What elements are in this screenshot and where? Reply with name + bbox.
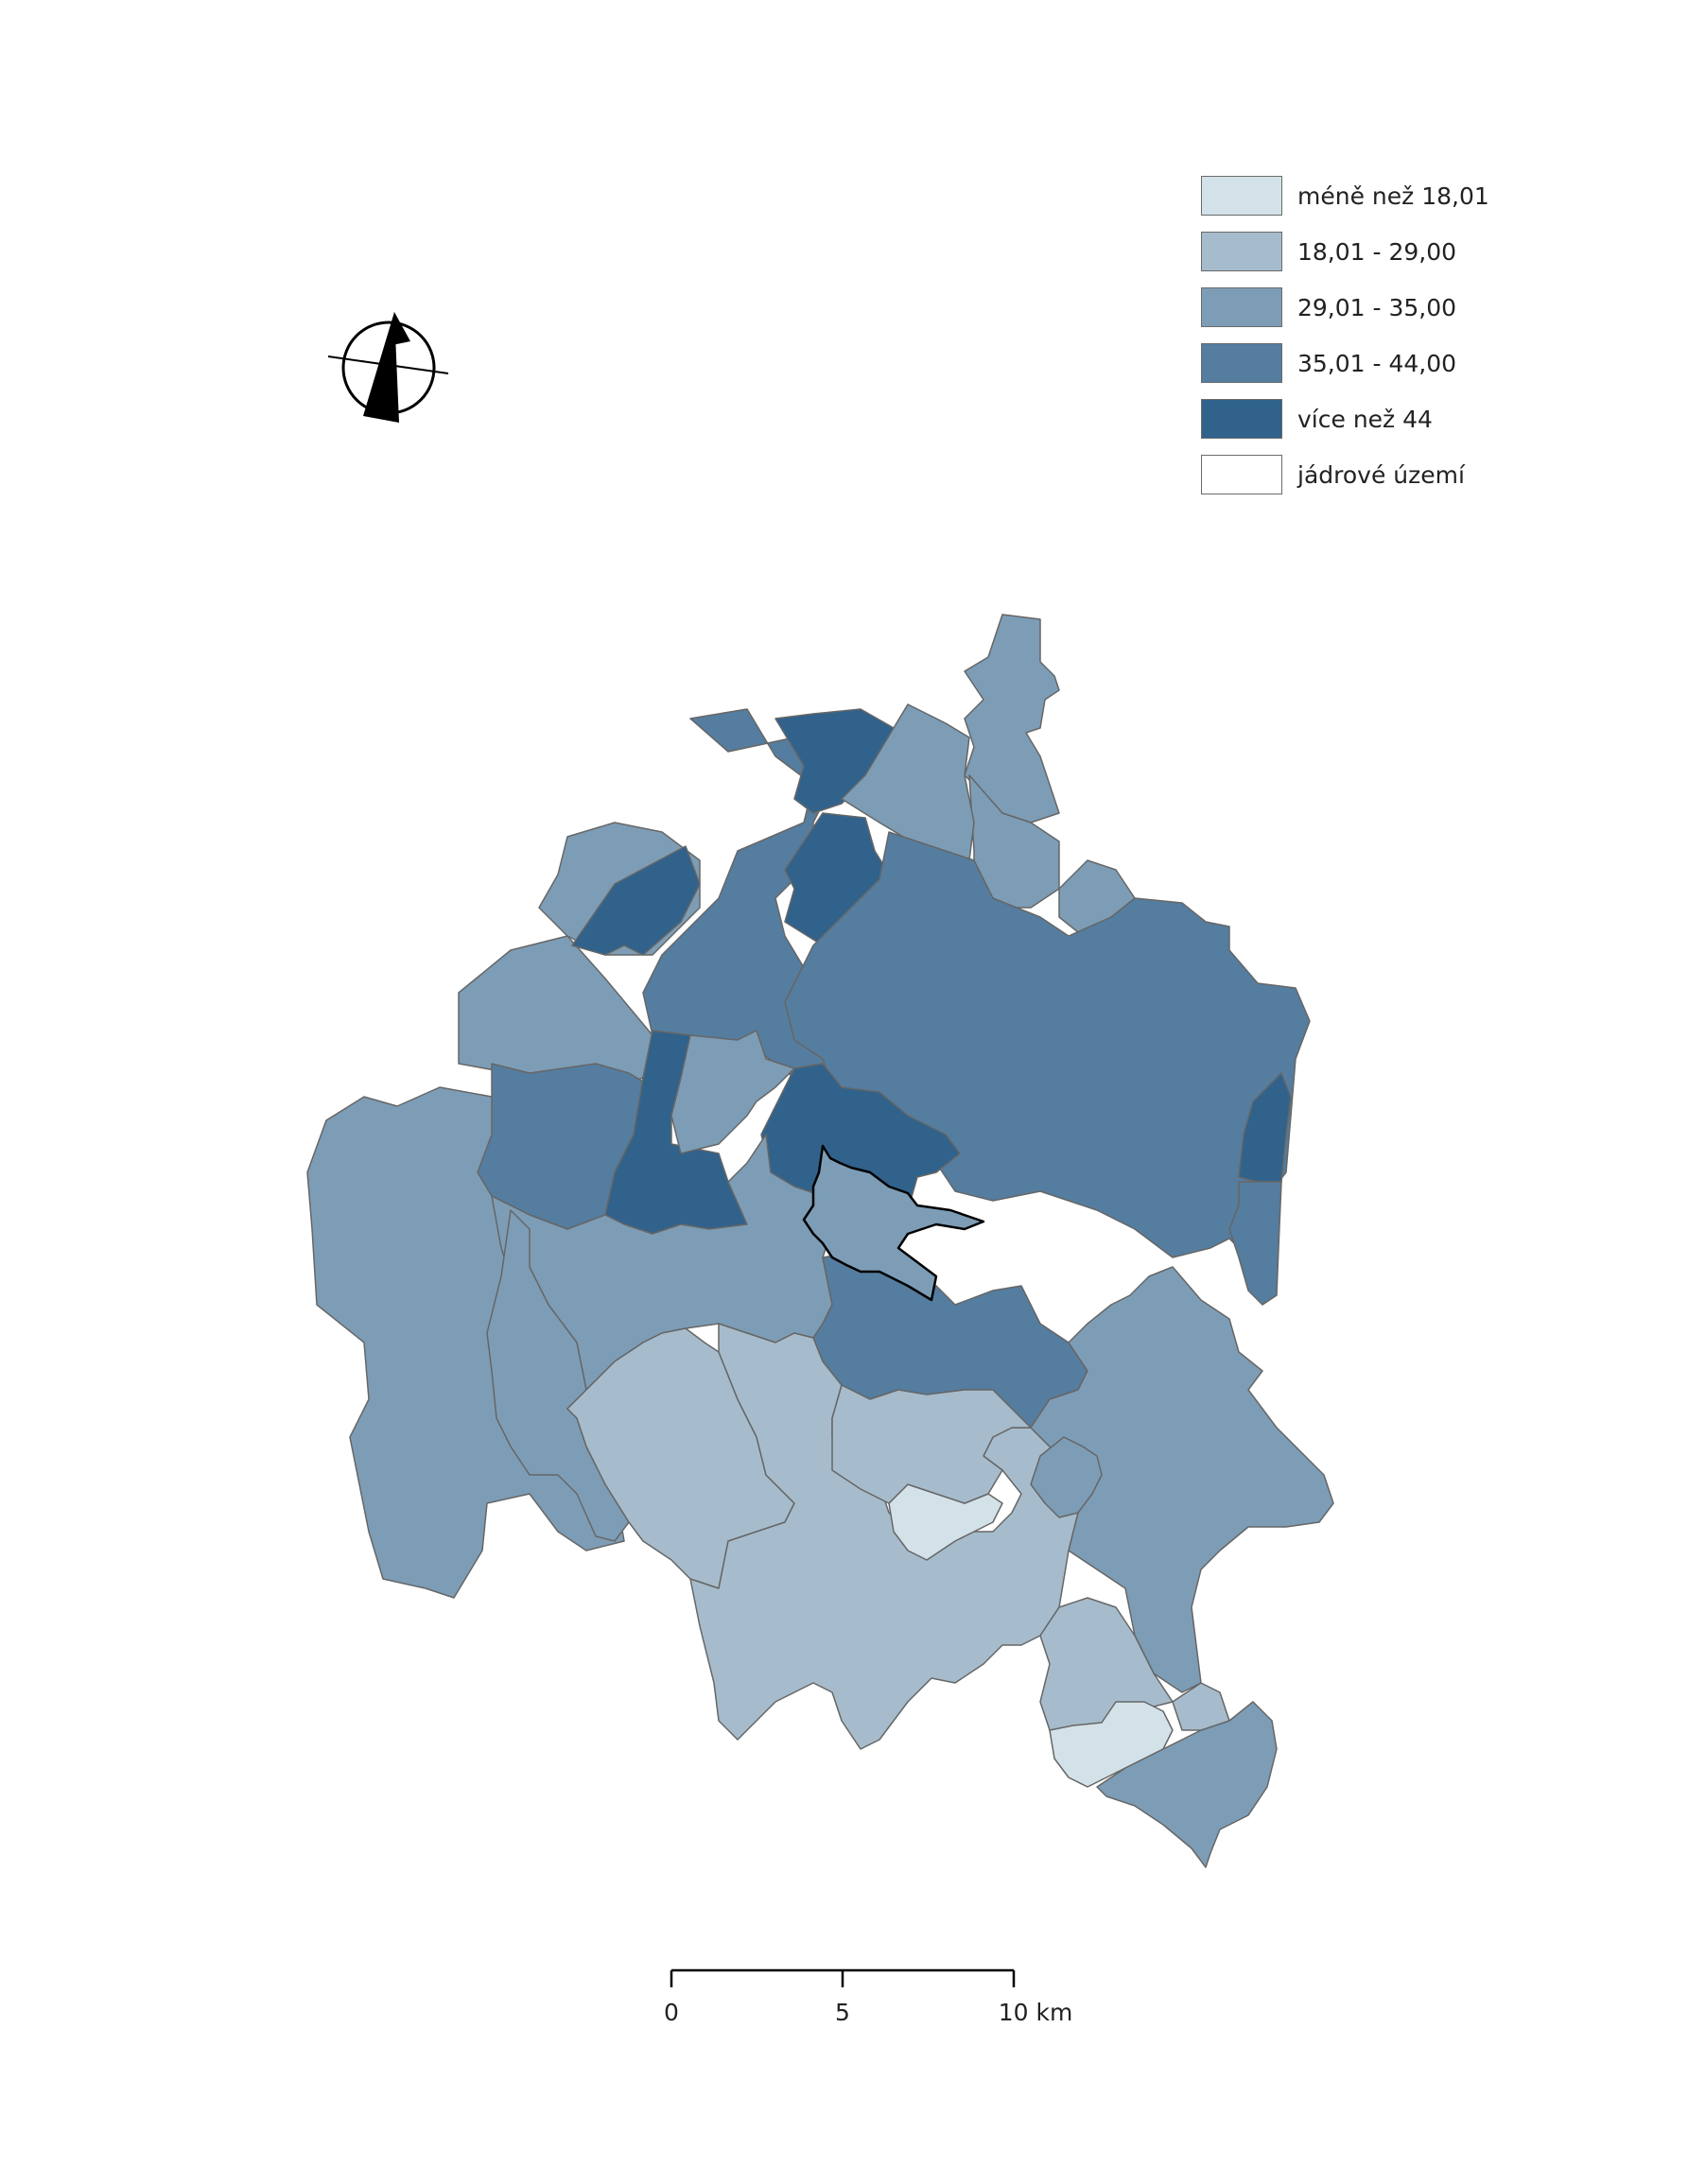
legend-label: 35,01 - 44,00	[1297, 349, 1457, 377]
region-southeast-small	[1030, 1436, 1103, 1518]
municipality-map	[306, 614, 1334, 1868]
region-south-tail	[1096, 1701, 1278, 1868]
region-south-light-3	[831, 1384, 1032, 1504]
region-northwest-dark	[571, 845, 701, 956]
core-territory	[802, 1144, 985, 1302]
scale-label-10km: 10 km	[998, 1999, 1073, 2026]
region-south-light-5	[1172, 1682, 1230, 1731]
region-northeast-strip	[964, 614, 1060, 823]
legend-swatch	[1201, 287, 1282, 327]
legend-swatch	[1201, 176, 1282, 216]
legend-item: jádrové území	[1201, 454, 1489, 495]
north-arrow-icon	[327, 312, 449, 423]
legend-label: více než 44	[1297, 405, 1433, 433]
scale-bar	[670, 1968, 1016, 1987]
legend-item: 35,01 - 44,00	[1201, 342, 1489, 384]
region-east-tail	[1228, 1181, 1282, 1306]
region-center-north-mid	[670, 1030, 795, 1154]
legend-label: méně než 18,01	[1297, 182, 1489, 210]
legend-item: 29,01 - 35,00	[1201, 286, 1489, 328]
legend-swatch	[1201, 399, 1282, 439]
scale-label-5: 5	[835, 1999, 850, 2026]
legend-label: 29,01 - 35,00	[1297, 293, 1457, 321]
legend: méně než 18,01 18,01 - 29,00 29,01 - 35,00…	[1201, 175, 1489, 510]
legend-swatch	[1201, 343, 1282, 383]
legend-label: jádrové území	[1297, 460, 1465, 489]
legend-swatch	[1201, 455, 1282, 494]
region-northwest-1	[458, 935, 653, 1088]
legend-item: 18,01 - 29,00	[1201, 231, 1489, 272]
legend-item: více než 44	[1201, 398, 1489, 440]
scale-label-0: 0	[664, 1999, 679, 2026]
region-southwest-mid	[486, 1209, 630, 1542]
legend-swatch	[1201, 232, 1282, 271]
legend-label: 18,01 - 29,00	[1297, 237, 1457, 266]
legend-item: méně než 18,01	[1201, 175, 1489, 217]
